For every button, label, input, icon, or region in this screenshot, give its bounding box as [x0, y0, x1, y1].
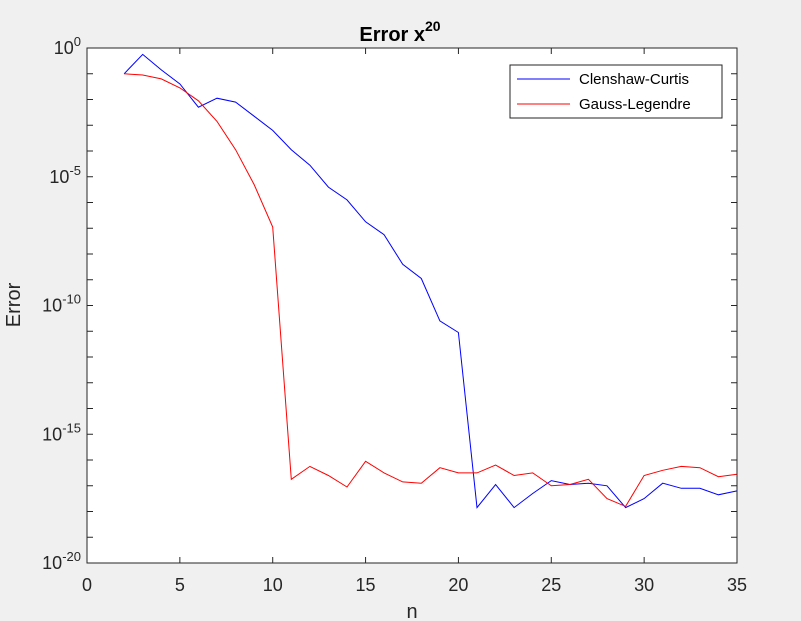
plot-area: [87, 48, 737, 563]
y-tick-label: 10-5: [49, 163, 81, 187]
y-tick-label-exponent: -15: [62, 420, 81, 435]
y-tick-label-exponent: -5: [69, 163, 81, 178]
x-tick-label: 30: [634, 575, 654, 595]
x-tick-label: 25: [541, 575, 561, 595]
chart-title: Error x20: [359, 18, 440, 46]
x-tick-label: 35: [727, 575, 747, 595]
y-tick-label: 10-20: [42, 549, 81, 573]
series-line-clenshaw-curtis: [123, 53, 738, 509]
chart-title-text: Error x: [359, 24, 425, 46]
x-tick-label: 0: [82, 575, 92, 595]
x-ticks: 0 5 10 15 20 25 30 35: [82, 48, 747, 595]
series-line-gauss-legendre: [124, 73, 738, 508]
y-tick-label-exponent: -20: [62, 549, 81, 564]
y-tick-label-base: 10: [42, 553, 62, 573]
y-tick-label-exponent: -10: [62, 292, 81, 307]
y-tick-label: 10-10: [42, 292, 81, 316]
x-axis-label: n: [406, 601, 417, 621]
y-tick-label: 100: [54, 34, 81, 58]
y-tick-label-base: 10: [54, 38, 74, 58]
x-tick-label: 20: [448, 575, 468, 595]
legend-label-clenshaw-curtis: Clenshaw-Curtis: [579, 71, 689, 88]
legend-label-gauss-legendre: Gauss-Legendre: [579, 96, 691, 113]
x-tick-label: 10: [263, 575, 283, 595]
y-tick-label-exponent: 0: [74, 34, 81, 49]
chart-title-superscript: 20: [425, 18, 441, 34]
x-tick-label: 5: [175, 575, 185, 595]
y-tick-label-base: 10: [42, 296, 62, 316]
y-tick-label-base: 10: [49, 167, 69, 187]
y-tick-label: 10-15: [42, 420, 81, 444]
y-axis-label: Error: [3, 282, 25, 327]
legend: Clenshaw-Curtis Gauss-Legendre: [509, 64, 723, 119]
series-layer: [123, 53, 738, 509]
y-tick-label-base: 10: [42, 424, 62, 444]
legend-box: [509, 64, 723, 119]
x-tick-label: 15: [356, 575, 376, 595]
